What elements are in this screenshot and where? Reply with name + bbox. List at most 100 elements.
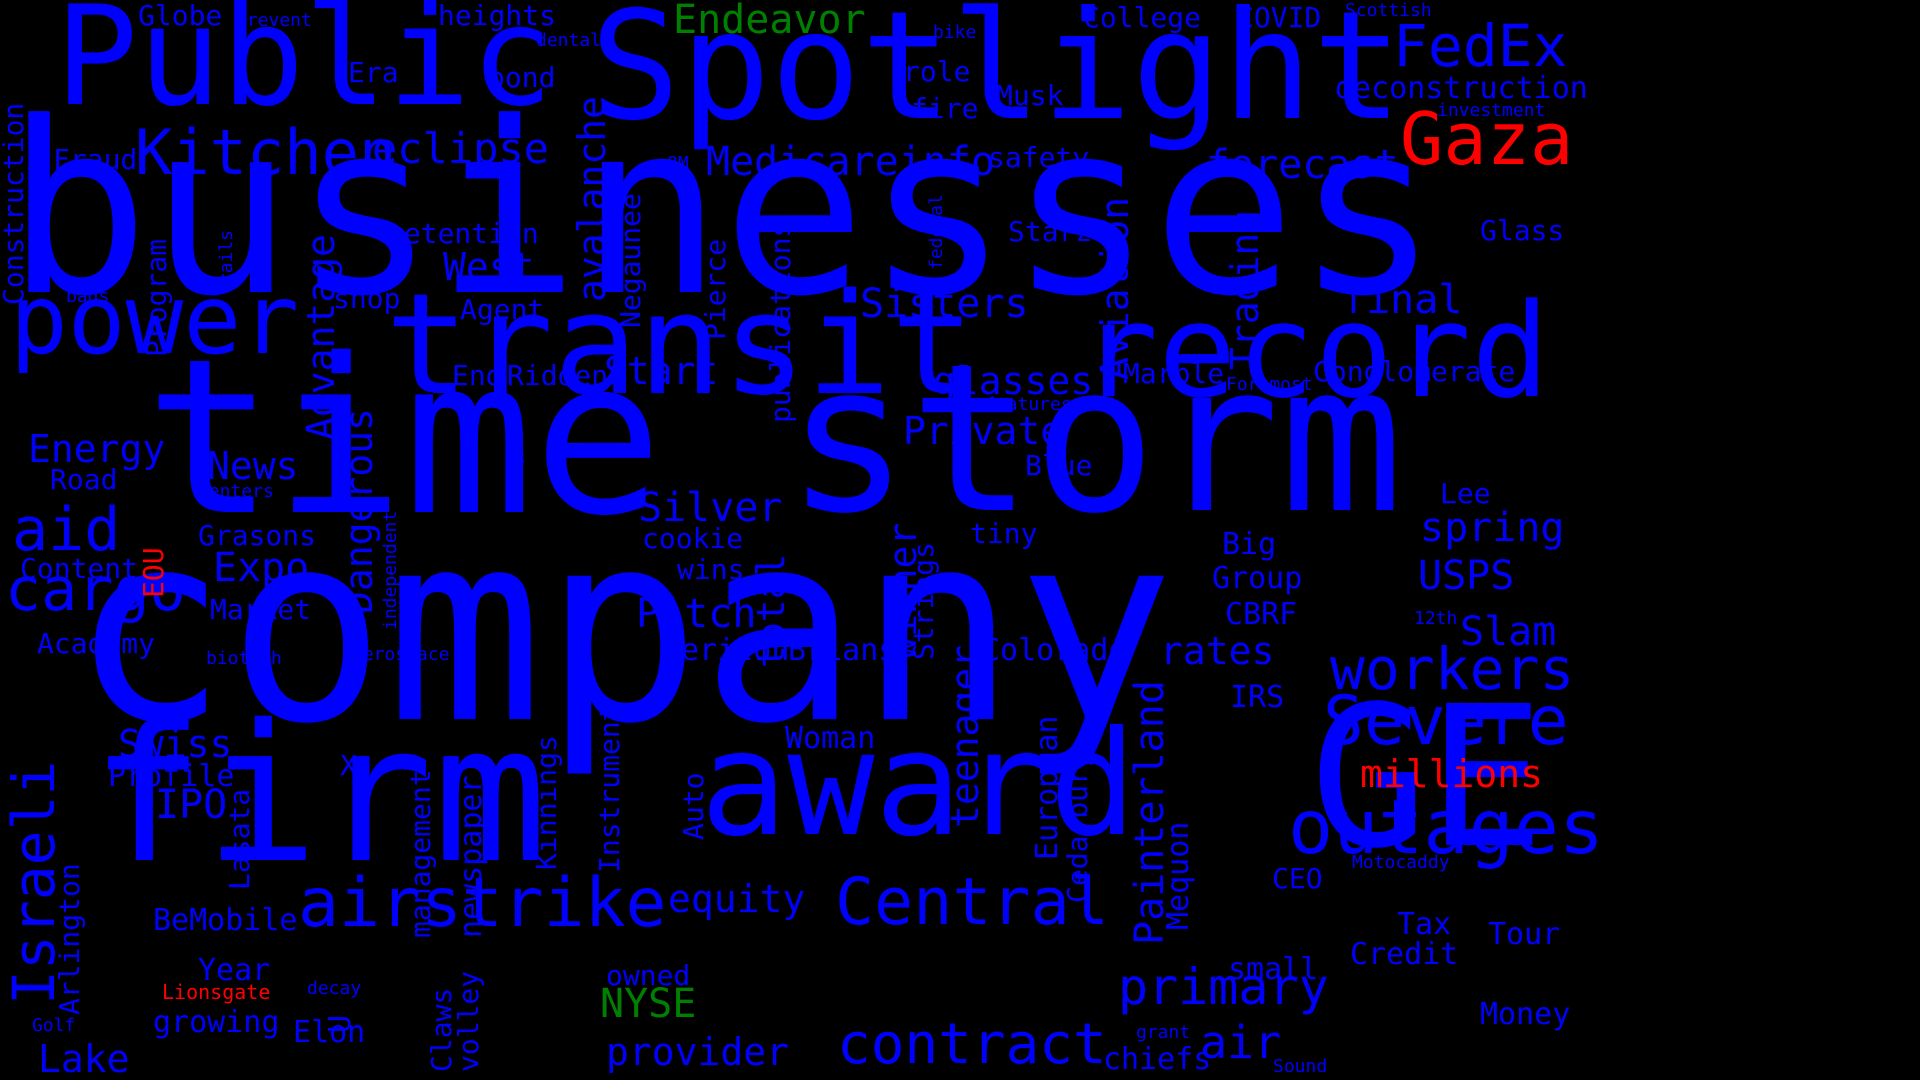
- word-total: total: [749, 553, 793, 668]
- word-shop: shop: [333, 282, 401, 315]
- word-swiss: Swiss: [118, 722, 233, 766]
- word-kinnings: Kinnings: [530, 735, 563, 870]
- word-teenager: teenager: [943, 644, 987, 828]
- word-investment: investment: [1437, 100, 1546, 121]
- word-centers: centers: [198, 481, 274, 502]
- word-group: Group: [1212, 561, 1303, 596]
- word-irs: IRS: [1230, 680, 1285, 715]
- word-globe: Globe: [138, 0, 223, 32]
- word-lake: Lake: [38, 1037, 130, 1080]
- word-forecast: forecast: [1206, 142, 1399, 188]
- word-brians: Brians: [788, 633, 897, 668]
- word-advantage: Advantage: [299, 234, 343, 440]
- word-ceo: CEO: [1272, 862, 1323, 895]
- word-cedarburg: Cedarburg: [1061, 751, 1094, 903]
- word-transit: transit: [385, 264, 976, 427]
- word-pitch: Pitch: [636, 591, 757, 637]
- word-cargo: cargo: [5, 555, 186, 625]
- word-prevent: prevent: [236, 10, 312, 31]
- word-u: U: [323, 1014, 358, 1033]
- word-silver: Silver: [638, 485, 783, 531]
- word-independent: independent: [380, 510, 401, 630]
- word-strings: Strings: [907, 541, 940, 660]
- word-public: Public: [55, 0, 554, 137]
- word-12th: 12th: [1414, 608, 1458, 629]
- word-businesses: businesses: [6, 72, 1439, 349]
- word-publications: publications: [764, 220, 797, 423]
- word-millions: millions: [1360, 752, 1544, 796]
- word-nyse: NYSE: [600, 981, 697, 1027]
- word-big: Big: [1222, 527, 1277, 562]
- word-heights: heights: [438, 0, 557, 32]
- word-energy: Energy: [28, 427, 166, 471]
- word-content: Content: [20, 552, 139, 585]
- word-west: West: [443, 245, 535, 289]
- word-x: X: [340, 749, 357, 782]
- word-newspaper: newspaper: [454, 775, 489, 938]
- word-aid: aid: [12, 495, 121, 565]
- word-road: Road: [50, 463, 118, 496]
- word-wins: wins: [677, 553, 745, 586]
- word-construction: Construction: [0, 102, 30, 305]
- word-dangerous: Dangerous: [337, 408, 381, 614]
- word-expo: Expo: [213, 545, 310, 591]
- word-dental: dental: [536, 30, 602, 51]
- word-management: management: [404, 769, 437, 938]
- word-retention: retention: [387, 217, 539, 250]
- word-conglomerate: Conglomerate: [1313, 355, 1516, 388]
- word-starz: Starz: [1008, 215, 1093, 248]
- word-sound: Sound: [1273, 1056, 1328, 1077]
- word-fire: fire: [911, 92, 979, 125]
- word-market: Market: [210, 593, 312, 626]
- word-negaunee: Negaunee: [614, 193, 647, 328]
- word-central: Central: [835, 865, 1109, 940]
- word-program: Program: [140, 238, 173, 357]
- word-money: Money: [1480, 997, 1571, 1032]
- word-air: air: [1200, 1016, 1282, 1069]
- word-growing: growing: [153, 1005, 280, 1040]
- word-college: College: [1083, 1, 1202, 34]
- word-academy: Academy: [37, 627, 156, 660]
- word-eclipse: eclipse: [372, 124, 550, 173]
- word-company: company: [70, 476, 1175, 781]
- word-credit: Credit: [1350, 937, 1459, 972]
- word-ipo: IPO: [155, 782, 228, 828]
- word-primary: primary: [1118, 958, 1329, 1016]
- word-glasses: glasses: [933, 359, 1094, 403]
- word-tiny: tiny: [970, 517, 1038, 550]
- word-award: award: [700, 700, 1137, 869]
- word-profile: Profile: [108, 759, 235, 794]
- word-bags: bags: [66, 286, 110, 307]
- word-decay: decay: [307, 978, 362, 999]
- word-record: record: [1080, 275, 1550, 427]
- word-spring: spring: [1420, 505, 1565, 551]
- word-rates: rates: [1160, 629, 1275, 673]
- word-cookie: cookie: [642, 522, 744, 555]
- word-chiefs: chiefs: [1103, 1042, 1212, 1077]
- word-sisters: Sisters: [860, 281, 1029, 327]
- word-gaza: Gaza: [1400, 97, 1574, 181]
- word-fraud: Fraud: [53, 143, 138, 176]
- word-trading: Trading: [1223, 209, 1267, 370]
- word-safety: safety: [988, 141, 1090, 174]
- word-trails: trails: [216, 229, 237, 295]
- word-pierce: Pierce: [699, 238, 732, 340]
- word-cbrf: CBRF: [1225, 597, 1298, 632]
- word-aviation: Aviation: [1093, 196, 1137, 380]
- word-owned: owned: [606, 959, 691, 992]
- word-lee: Lee: [1440, 477, 1491, 510]
- word-blue: Blue: [1025, 449, 1093, 482]
- word-usps: USPS: [1418, 553, 1515, 599]
- word-glass: Glass: [1480, 214, 1565, 247]
- word-deconstruction: deconstruction: [1335, 71, 1588, 106]
- word-aerospace: Aerospace: [352, 644, 450, 665]
- word-tax: Tax: [1397, 907, 1452, 942]
- word-auto: Auto: [677, 772, 710, 840]
- word-covid: COVID: [1237, 1, 1322, 34]
- word-year: Year: [198, 953, 271, 988]
- word-agent: Agent: [460, 293, 545, 326]
- word-foremost: Foremost: [1226, 374, 1313, 395]
- word-firm: firm: [90, 684, 548, 905]
- word-equity: equity: [668, 877, 806, 921]
